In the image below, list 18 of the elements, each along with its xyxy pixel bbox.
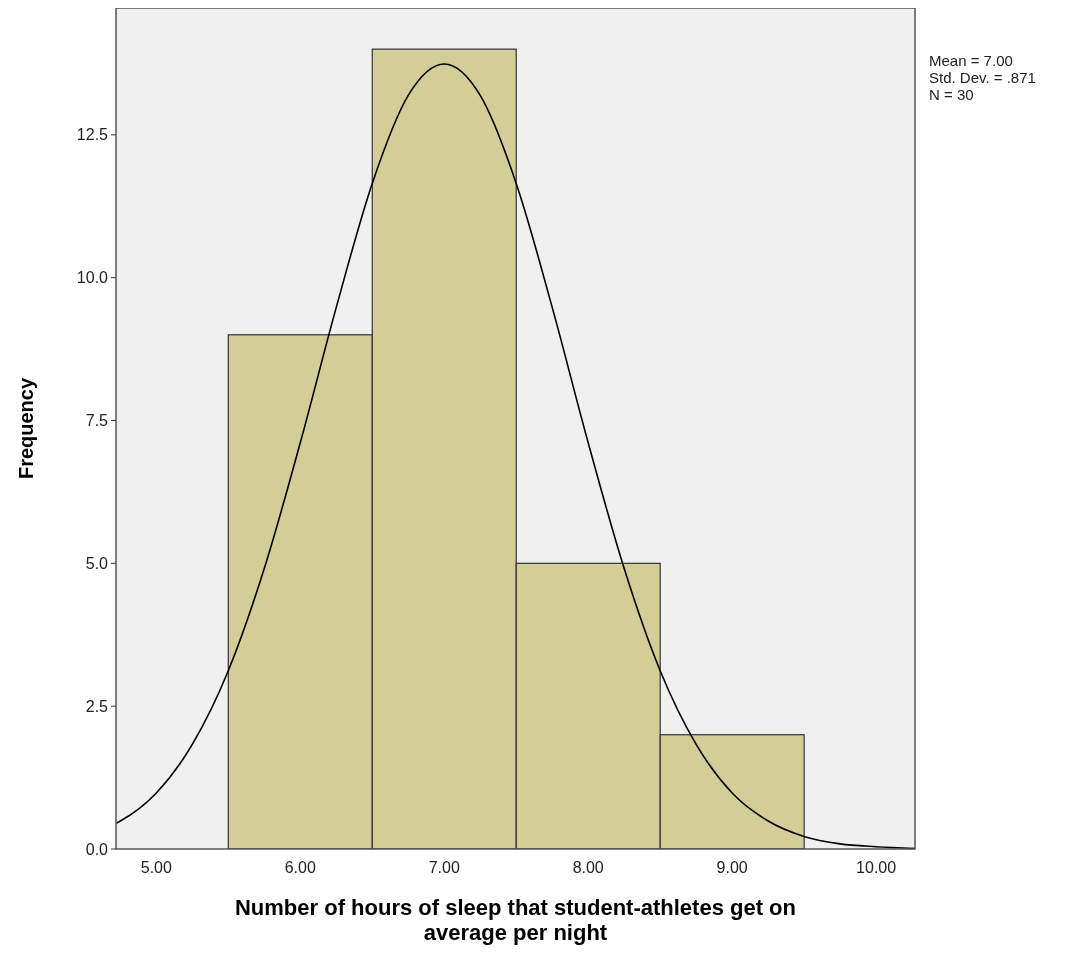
x-tick-label: 8.00 — [572, 859, 604, 876]
text: Std. Dev. = .871 — [929, 69, 1036, 86]
x-axis-title: Number of hours of sleep that student-athletes get on average per night — [234, 895, 797, 945]
line-series — [116, 63, 915, 849]
y-tick-label: 10.0 — [76, 269, 109, 287]
x-tick-label: 6.00 — [284, 859, 316, 876]
text: N = 30 — [929, 86, 974, 103]
y-tick-label: 2.5 — [85, 697, 109, 715]
x-tick-label: 9.00 — [716, 859, 748, 876]
x-tick-label: 5.00 — [140, 859, 172, 876]
y-tick-label: 7.5 — [85, 412, 109, 430]
y-tick-label: 0.0 — [85, 840, 109, 858]
y-tick-label: 12.5 — [76, 126, 109, 144]
x-tick-label: 10.00 — [856, 859, 897, 876]
y-axis-title: Frequency — [15, 377, 37, 480]
x-tick-label: 7.00 — [428, 859, 460, 876]
y-tick-label: 5.0 — [85, 554, 109, 572]
text: Mean = 7.00 — [929, 52, 1013, 69]
